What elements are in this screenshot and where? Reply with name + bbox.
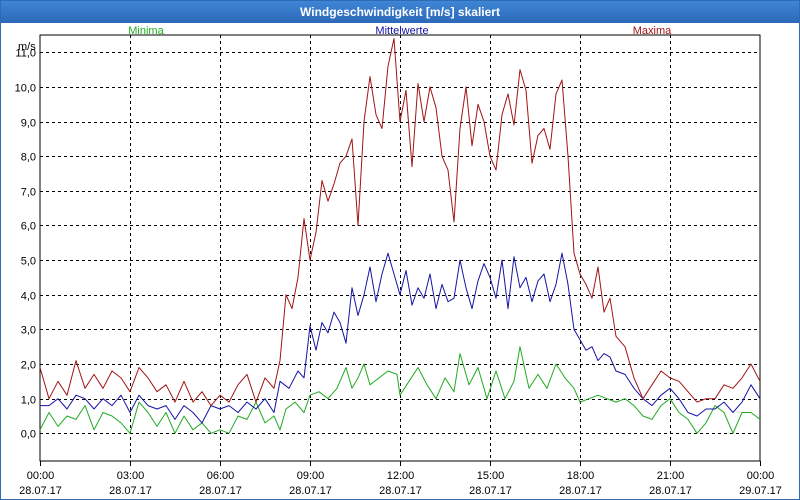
x-tick-date: 28.07.17 <box>559 485 602 497</box>
series-line-maxima <box>39 38 761 407</box>
series-lines <box>39 38 761 434</box>
grid <box>40 35 760 461</box>
x-tick-date: 28.07.17 <box>469 485 512 497</box>
x-tick-date: 29.07.17 <box>739 485 782 497</box>
y-tick-label: 11,0 <box>15 48 36 60</box>
x-ticks: 00:00 28.07.17 03:00 28.07.17 06:00 28.07.17 0… <box>19 461 782 497</box>
x-tick-date: 28.07.17 <box>379 485 422 497</box>
legend: Minima Mittelwerte Maxima <box>128 25 672 37</box>
x-tick-time: 21:00 <box>657 470 685 482</box>
series-line-mittelwerte <box>40 252 761 424</box>
x-tick-time: 06:00 <box>207 470 235 482</box>
x-tick-date: 28.07.17 <box>649 485 692 497</box>
window-title: Windgeschwindigkeit [m/s] skaliert <box>1 1 799 23</box>
y-tick-label: 1,0 <box>21 395 36 407</box>
y-tick-label: 9,0 <box>21 118 36 130</box>
x-tick-date: 28.07.17 <box>199 485 242 497</box>
series-line-minima <box>39 346 761 434</box>
y-tick-label: 7,0 <box>21 187 36 199</box>
x-tick-date: 28.07.17 <box>289 485 332 497</box>
x-tick-time: 15:00 <box>477 470 505 482</box>
y-tick-label: 6,0 <box>21 221 36 233</box>
y-axis-label: m/s <box>18 41 36 53</box>
x-tick-date: 28.07.17 <box>19 485 62 497</box>
legend-minima: Minima <box>128 25 164 37</box>
y-tick-label: 0,0 <box>21 429 36 441</box>
x-tick-time: 00:00 <box>747 470 775 482</box>
y-tick-label: 8,0 <box>21 152 36 164</box>
x-tick-time: 03:00 <box>117 470 145 482</box>
x-tick-time: 12:00 <box>387 470 415 482</box>
y-tick-label: 2,0 <box>21 360 36 372</box>
y-tick-label: 10,0 <box>15 83 36 95</box>
y-tick-label: 5,0 <box>21 256 36 268</box>
x-tick-time: 09:00 <box>297 470 325 482</box>
x-tick-time: 00:00 <box>27 470 55 482</box>
x-tick-date: 28.07.17 <box>109 485 152 497</box>
y-tick-label: 4,0 <box>21 291 36 303</box>
x-tick-time: 18:00 <box>567 470 595 482</box>
y-ticks: 0,0 1,0 2,0 3,0 4,0 5,0 6,0 7,0 8,0 9,0 10,0 11,0 <box>15 48 36 441</box>
y-tick-label: 3,0 <box>21 325 36 337</box>
legend-mittelwerte: Mittelwerte <box>375 25 428 37</box>
legend-maxima: Maxima <box>633 25 672 37</box>
